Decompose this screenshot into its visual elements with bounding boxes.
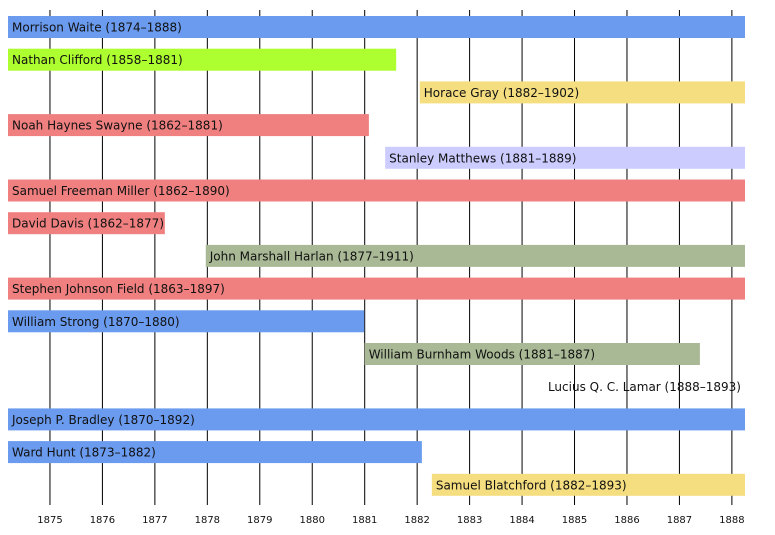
bar-label: Stephen Johnson Field (1863–1897) bbox=[12, 282, 225, 296]
x-tick-label: 1877 bbox=[142, 515, 167, 526]
bar bbox=[8, 277, 745, 300]
bar bbox=[385, 146, 745, 169]
bar-label: David Davis (1862–1877) bbox=[12, 217, 164, 231]
x-tick-label: 1883 bbox=[457, 515, 482, 526]
bar bbox=[8, 310, 365, 333]
bar bbox=[8, 179, 745, 202]
x-tick-label: 1888 bbox=[719, 515, 744, 526]
x-tick-label: 1878 bbox=[195, 515, 220, 526]
bar bbox=[431, 473, 745, 496]
x-tick-label: 1881 bbox=[352, 515, 377, 526]
x-tick-label: 1884 bbox=[509, 515, 534, 526]
x-tick-label: 1880 bbox=[300, 515, 325, 526]
bar bbox=[419, 81, 745, 104]
bar bbox=[8, 16, 745, 38]
bar-label: William Burnham Woods (1881–1887) bbox=[369, 348, 595, 362]
bar bbox=[8, 48, 397, 71]
bar-label: Noah Haynes Swayne (1862–1881) bbox=[12, 119, 223, 133]
bar-label: Ward Hunt (1873–1882) bbox=[12, 446, 156, 460]
bar bbox=[8, 408, 745, 431]
bar bbox=[364, 343, 700, 365]
bar-label: Nathan Clifford (1858–1881) bbox=[12, 53, 183, 67]
x-tick-label: 1886 bbox=[614, 515, 639, 526]
x-tick-label: 1882 bbox=[404, 515, 429, 526]
x-tick-label: 1879 bbox=[247, 515, 272, 526]
x-tick-label: 1887 bbox=[667, 515, 692, 526]
x-tick-label: 1876 bbox=[90, 515, 115, 526]
bar-label: Joseph P. Bradley (1870–1892) bbox=[11, 413, 195, 427]
bar-label: Lucius Q. C. Lamar (1888–1893) bbox=[548, 380, 741, 394]
bar bbox=[8, 441, 422, 464]
bar bbox=[205, 244, 745, 267]
bar bbox=[8, 114, 369, 137]
x-tick-label: 1875 bbox=[37, 515, 62, 526]
bar-label: Stanley Matthews (1881–1889) bbox=[389, 151, 576, 165]
bar-label: Horace Gray (1882–1902) bbox=[424, 86, 579, 100]
bar-label: William Strong (1870–1880) bbox=[12, 315, 180, 329]
bar-label: Samuel Freeman Miller (1862–1890) bbox=[12, 184, 230, 198]
x-tick-label: 1885 bbox=[562, 515, 587, 526]
bar bbox=[733, 375, 745, 398]
bar-label: Samuel Blatchford (1882–1893) bbox=[436, 478, 627, 492]
bar-label: John Marshall Harlan (1877–1911) bbox=[209, 249, 414, 263]
bar bbox=[8, 212, 165, 235]
bar-label: Morrison Waite (1874–1888) bbox=[12, 21, 182, 35]
